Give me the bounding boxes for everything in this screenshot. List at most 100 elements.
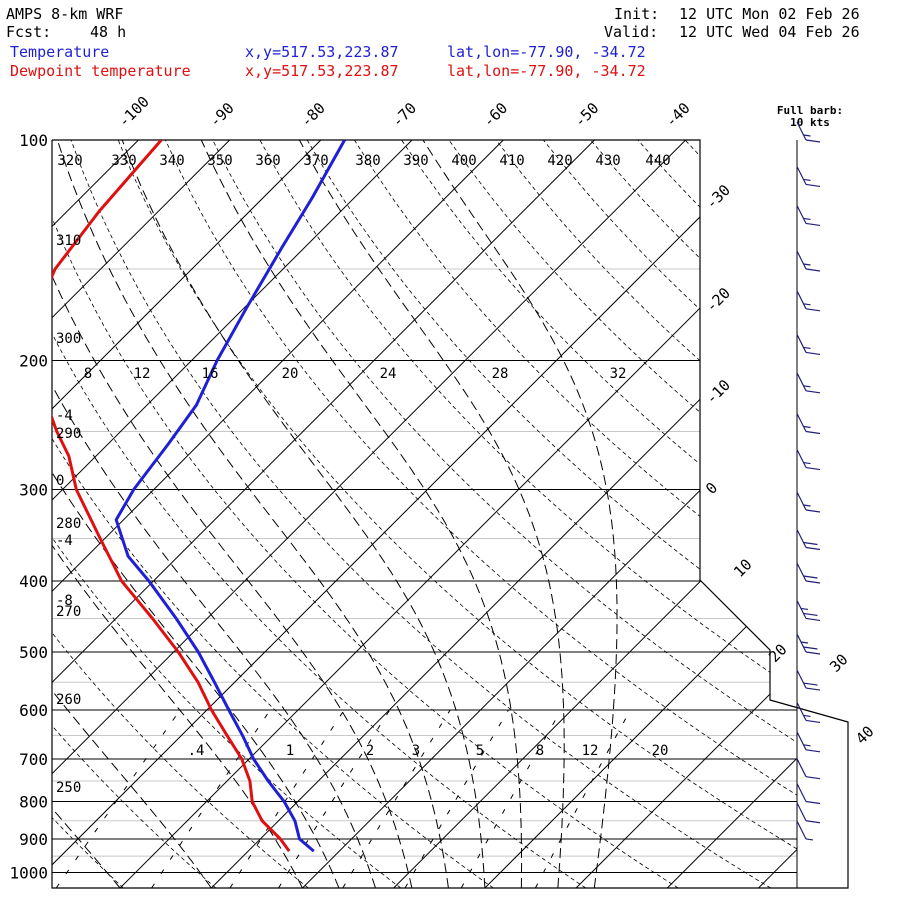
init-label: Init: bbox=[614, 5, 660, 23]
dry-adiabat bbox=[165, 140, 797, 888]
temperature-tick-label: -60 bbox=[479, 99, 511, 131]
thetae-label: 12 bbox=[134, 366, 151, 382]
theta-label: 300 bbox=[56, 331, 81, 347]
isotherm bbox=[302, 140, 797, 888]
theta-label: 390 bbox=[403, 153, 428, 169]
theta-label: 400 bbox=[451, 153, 476, 169]
wind-barb bbox=[796, 633, 821, 655]
temperature-tick-label: 30 bbox=[826, 650, 852, 676]
moist-adiabat bbox=[52, 140, 340, 888]
wind-barb bbox=[796, 290, 821, 312]
dry-adiabat bbox=[495, 140, 797, 888]
barb-staff bbox=[796, 633, 807, 653]
mixing-ratio-label: .4 bbox=[188, 743, 205, 759]
barb-flag bbox=[805, 651, 821, 655]
barb-half-flag bbox=[803, 504, 811, 507]
barb-half-flag bbox=[803, 714, 811, 718]
thetae-label: 8 bbox=[84, 366, 92, 382]
isotherm bbox=[52, 140, 413, 888]
barb-staff bbox=[796, 166, 807, 185]
barb-flag bbox=[805, 139, 821, 143]
barb-half-flag bbox=[803, 346, 811, 350]
barb-label-title: Full barb: bbox=[777, 104, 843, 117]
barb-flag bbox=[805, 466, 821, 471]
temperature-tick-label: 20 bbox=[765, 640, 791, 666]
barb-staff bbox=[796, 758, 807, 777]
wind-barb bbox=[796, 491, 821, 513]
moist-adiabat bbox=[52, 140, 303, 888]
mixing-ratio-label: 8 bbox=[536, 743, 544, 759]
theta-label: 280 bbox=[56, 516, 81, 532]
theta-label: 340 bbox=[159, 153, 184, 169]
dry-adiabat bbox=[52, 140, 494, 888]
temperature-tick-label: -30 bbox=[702, 181, 734, 213]
isotherm bbox=[484, 140, 797, 888]
wind-barb bbox=[796, 669, 821, 691]
dry-adiabat bbox=[212, 140, 797, 888]
barb-flag bbox=[803, 682, 818, 686]
isotherm bbox=[52, 140, 778, 888]
theta-label: 360 bbox=[255, 153, 280, 169]
theta-label: 310 bbox=[56, 233, 81, 249]
thetae-label: 20 bbox=[282, 366, 299, 382]
theta-label: 370 bbox=[303, 153, 328, 169]
barb-staff bbox=[796, 562, 807, 582]
wind-barb bbox=[796, 166, 821, 188]
wind-barb bbox=[796, 413, 821, 435]
temperature-tick-label: -70 bbox=[388, 99, 420, 131]
barb-staff bbox=[796, 529, 807, 548]
barb-half-flag bbox=[800, 641, 809, 644]
mixing-ratio-line bbox=[229, 709, 345, 888]
barb-staff bbox=[796, 205, 807, 224]
dry-adiabats bbox=[52, 140, 797, 888]
barb-flag bbox=[805, 546, 821, 551]
barb-staff bbox=[796, 802, 807, 822]
legend-dewpoint-latlon: lat,lon=-77.90, -34.72 bbox=[447, 62, 646, 80]
legend-temperature-latlon: lat,lon=-77.90, -34.72 bbox=[447, 43, 646, 61]
wind-barb bbox=[796, 250, 821, 272]
temperature-tick-label: 40 bbox=[852, 722, 878, 748]
barb-staff bbox=[796, 372, 807, 392]
fcst-label: Fcst: bbox=[6, 23, 52, 41]
wind-barb bbox=[796, 802, 821, 824]
moist-adiabat-label: 0 bbox=[56, 473, 64, 489]
theta-label: 420 bbox=[547, 153, 572, 169]
wind-barb bbox=[796, 702, 821, 724]
barb-flag bbox=[803, 646, 818, 650]
theta-label: 260 bbox=[56, 692, 81, 708]
dry-adiabat bbox=[52, 140, 587, 888]
barb-staff bbox=[796, 731, 807, 751]
temperature-tick-label: -40 bbox=[662, 99, 694, 131]
wind-barb bbox=[796, 334, 821, 356]
barb-staff bbox=[796, 250, 807, 270]
dry-adiabat bbox=[448, 140, 797, 888]
dry-adiabat bbox=[684, 140, 797, 888]
barb-staff bbox=[796, 491, 807, 511]
theta-label: 270 bbox=[56, 604, 81, 620]
moist-adiabat bbox=[56, 140, 449, 888]
legend-temperature-coords: x,y=517.53,223.87 bbox=[245, 43, 399, 61]
barb-flag bbox=[805, 820, 821, 824]
barb-half-flag bbox=[803, 303, 811, 306]
mixing-ratio-line bbox=[404, 709, 509, 888]
mixing-ratio-label: 20 bbox=[652, 743, 669, 759]
theta-label: 350 bbox=[207, 153, 232, 169]
pressure-tick-label: 300 bbox=[19, 480, 48, 499]
wind-barb-column: Full barb:10 kts bbox=[777, 104, 843, 841]
barb-half-flag bbox=[803, 385, 811, 388]
barb-flag bbox=[805, 617, 821, 622]
isotherm bbox=[210, 140, 797, 888]
wind-barb bbox=[796, 783, 821, 805]
barb-half-flag bbox=[803, 744, 811, 747]
dry-adiabat bbox=[70, 140, 771, 888]
isotherm bbox=[119, 140, 797, 888]
wind-barb bbox=[796, 758, 821, 780]
mixing-ratio-line bbox=[278, 709, 391, 888]
theta-label: 380 bbox=[355, 153, 380, 169]
moist-adiabat bbox=[298, 140, 565, 888]
temperature-tick-label: -90 bbox=[206, 99, 238, 131]
barb-staff bbox=[796, 783, 807, 802]
wind-barb bbox=[796, 372, 821, 394]
fcst-value: 48 h bbox=[90, 23, 127, 41]
